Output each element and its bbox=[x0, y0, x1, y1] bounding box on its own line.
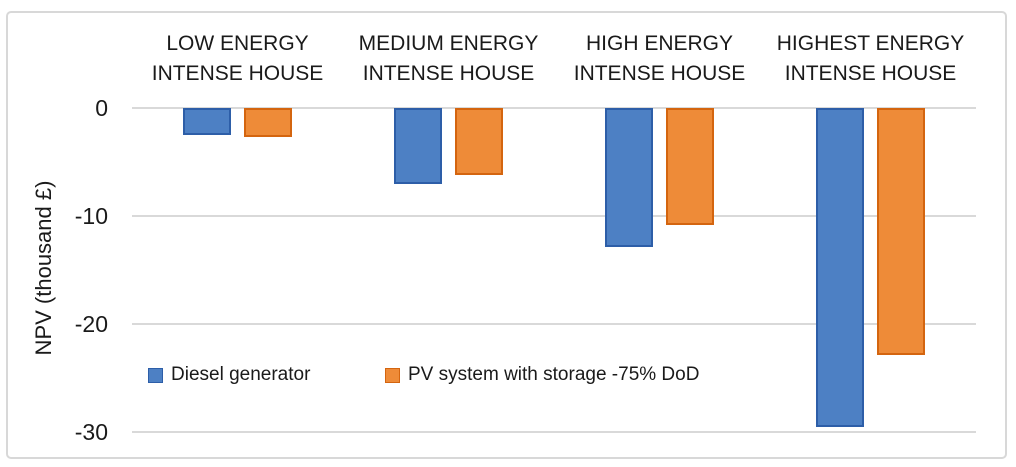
y-tick-label--10: -10 bbox=[74, 203, 108, 229]
legend-swatch-pv-system-with-storage-75-dod bbox=[385, 367, 400, 383]
legend-item-pv-system-with-storage-75-dod: PV system with storage -75% DoD bbox=[385, 362, 699, 388]
y-axis-title: NPV (thousand £) bbox=[31, 180, 56, 356]
legend-item-diesel-generator: Diesel generator bbox=[148, 362, 310, 388]
category-label-high-energy: HIGH ENERGY INTENSE HOUSE bbox=[573, 32, 746, 85]
category-label-low-energy: LOW ENERGY INTENSE HOUSE bbox=[151, 32, 324, 85]
gridline--10 bbox=[132, 215, 976, 217]
category-label-highest-energy: HIGHEST ENERGY INTENSE HOUSE bbox=[776, 32, 965, 85]
gridline--30 bbox=[132, 431, 976, 433]
bar-pv-system-with-storage-75-dod-low-energy bbox=[244, 108, 292, 138]
bar-diesel-generator-highest-energy bbox=[816, 108, 864, 427]
bar-diesel-generator-high-energy bbox=[605, 108, 653, 248]
bar-diesel-generator-medium-energy bbox=[394, 108, 442, 184]
bar-pv-system-with-storage-75-dod-high-energy bbox=[666, 108, 714, 225]
legend-label-pv-system-with-storage-75-dod: PV system with storage -75% DoD bbox=[408, 364, 700, 385]
legend-swatch-diesel-generator bbox=[148, 367, 163, 383]
chart-border bbox=[6, 11, 1007, 459]
y-tick-label--20: -20 bbox=[74, 311, 108, 337]
legend-label-diesel-generator: Diesel generator bbox=[171, 364, 311, 385]
y-tick-label-0: 0 bbox=[95, 95, 108, 121]
y-tick-label--30: -30 bbox=[74, 419, 108, 445]
category-label-medium-energy: MEDIUM ENERGY INTENSE HOUSE bbox=[358, 32, 539, 85]
bar-pv-system-with-storage-75-dod-medium-energy bbox=[455, 108, 503, 175]
gridline-0 bbox=[132, 107, 976, 109]
gridline--20 bbox=[132, 323, 976, 325]
bar-pv-system-with-storage-75-dod-highest-energy bbox=[877, 108, 925, 356]
bar-diesel-generator-low-energy bbox=[183, 108, 231, 135]
